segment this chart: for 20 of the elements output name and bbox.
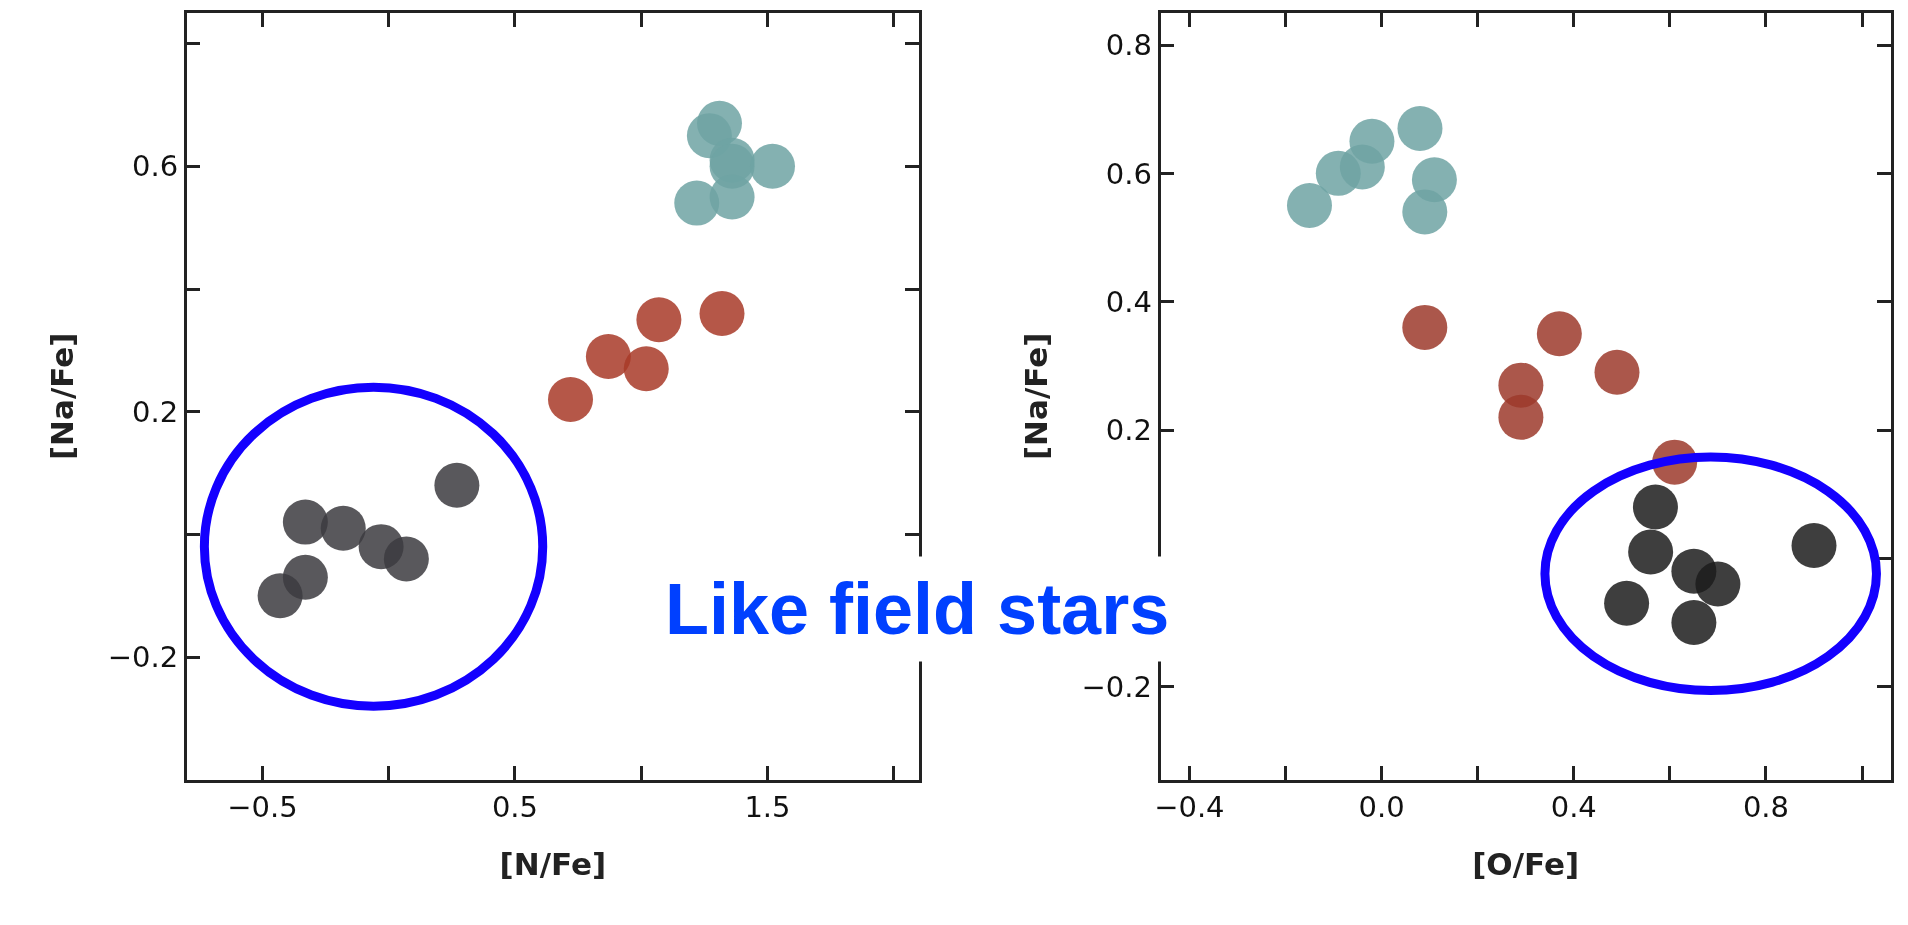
x-tick-label: 0.8 (1742, 790, 1790, 825)
x-axis-title: [O/Fe] (1472, 845, 1580, 882)
x-tick-label: 1.5 (744, 790, 791, 825)
y-tick-label: 0.8 (1105, 28, 1152, 63)
y-tick-label: 0.2 (1105, 413, 1152, 448)
x-tick-label: 0.4 (1550, 790, 1597, 825)
y-axis-title: [Na/Fe] (44, 332, 81, 461)
x-tick-label: 0.5 (491, 790, 539, 825)
x-tick-label: −0.4 (1154, 790, 1225, 825)
x-tick-label: 0.0 (1358, 790, 1405, 825)
x-axis-title: [N/Fe] (499, 845, 607, 882)
y-tick-label: −0.2 (1081, 669, 1152, 704)
y-tick-label: 0.6 (1105, 156, 1152, 191)
y-tick-label: 0.6 (132, 149, 179, 184)
x-tick-label: −0.5 (227, 790, 298, 825)
y-tick-label: 0.4 (1105, 284, 1152, 319)
y-tick-label: −0.2 (107, 640, 179, 675)
y-axis-title: [Na/Fe] (1018, 332, 1055, 461)
annotation: Like field stars (665, 569, 1170, 649)
y-tick-label: 0.2 (132, 394, 179, 429)
